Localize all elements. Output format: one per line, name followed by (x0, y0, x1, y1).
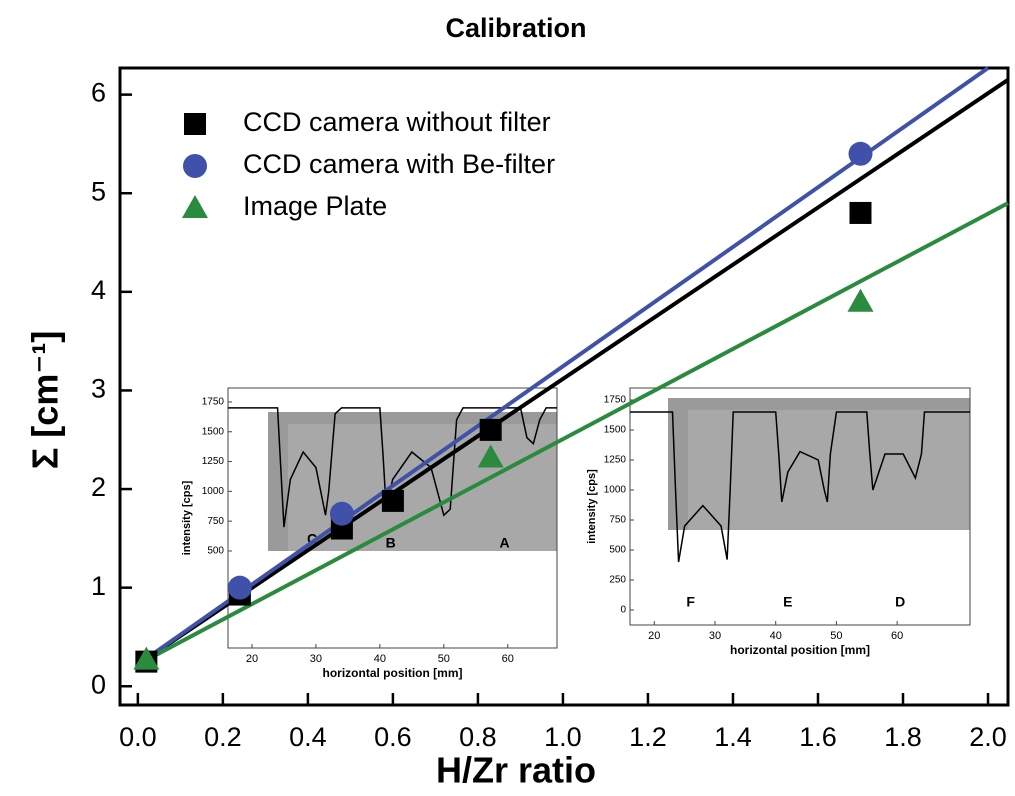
inset-y-tick-label: 1500 (202, 426, 225, 437)
inset-annotation: D (895, 594, 905, 610)
inset-y-tick-label: 1000 (202, 486, 225, 497)
chart-title: Calibration (445, 13, 586, 43)
inset-x-tick-label: 30 (310, 653, 322, 665)
inset-y-tick-label: 1500 (604, 425, 627, 436)
x-axis-label: H/Zr ratio (436, 750, 596, 791)
marker (329, 501, 354, 526)
inset-annotation: F (686, 594, 695, 610)
inset-y-tick-label: 1750 (202, 397, 225, 408)
inset-y-axis-label: intensity [cps] (586, 469, 598, 544)
y-tick-label: 3 (91, 374, 106, 404)
inset-annotation: A (500, 535, 510, 551)
inset-annotation: C (307, 531, 317, 547)
legend-label: CCD camera without filter (243, 107, 551, 137)
inset-x-tick-label: 50 (438, 653, 450, 665)
x-tick-label: 0.4 (289, 722, 327, 752)
inset-y-tick-label: 500 (207, 546, 224, 557)
y-tick-label: 2 (91, 472, 106, 502)
marker (381, 489, 404, 512)
inset-y-tick-label: 1000 (604, 485, 627, 496)
inset-annotation: B (386, 535, 396, 551)
legend-marker (184, 113, 206, 135)
inset-x-axis-label: horizontal position [mm] (730, 643, 870, 657)
x-tick-label: 1.4 (714, 722, 752, 752)
x-tick-label: 0.0 (119, 722, 157, 752)
inset-y-tick-label: 0 (620, 605, 626, 616)
inset-x-tick-label: 60 (891, 630, 903, 642)
y-tick-label: 6 (91, 78, 106, 108)
legend-marker (182, 195, 208, 218)
x-tick-label: 0.2 (204, 722, 242, 752)
x-tick-label: 0.8 (459, 722, 497, 752)
y-tick-label: 0 (91, 669, 106, 699)
x-tick-label: 1.2 (629, 722, 667, 752)
marker (133, 646, 160, 670)
y-tick-label: 5 (91, 176, 106, 206)
legend-marker (183, 154, 207, 178)
inset-y-tick-label: 250 (609, 575, 626, 586)
legend-label: Image Plate (243, 191, 387, 221)
inset-frame (629, 387, 971, 626)
x-tick-label: 2.0 (969, 722, 1007, 752)
inset-y-tick-label: 1250 (202, 456, 225, 467)
fit-line (136, 66, 990, 667)
legend-label: CCD camera with Be-filter (243, 149, 555, 179)
inset-frame (227, 387, 558, 649)
inset-y-tick-label: 1750 (604, 395, 627, 406)
marker (849, 201, 872, 224)
inset-y-tick-label: 750 (609, 515, 626, 526)
marker (479, 418, 502, 441)
x-tick-label: 0.6 (374, 722, 412, 752)
marker (847, 288, 874, 312)
x-tick-label: 1.8 (884, 722, 922, 752)
marker (477, 444, 504, 468)
inset-x-tick-label: 20 (648, 630, 660, 642)
inset-y-tick-label: 500 (609, 545, 626, 556)
marker (227, 575, 252, 600)
inset-x-tick-label: 50 (830, 630, 842, 642)
x-tick-label: 1.6 (799, 722, 837, 752)
inset-x-tick-label: 60 (502, 653, 514, 665)
x-tick-label: 1.0 (544, 722, 582, 752)
inset-y-tick-label: 750 (207, 516, 224, 527)
inset-y-tick-label: 1250 (604, 455, 627, 466)
inset-annotation: E (783, 594, 792, 610)
inset-x-tick-label: 20 (246, 653, 258, 665)
inset-x-axis-label: horizontal position [mm] (323, 666, 463, 680)
inset-x-tick-label: 30 (709, 630, 721, 642)
y-tick-label: 1 (91, 571, 106, 601)
fit-line (136, 201, 1009, 667)
inset-y-axis-label: intensity [cps] (181, 480, 193, 555)
y-tick-label: 4 (91, 275, 106, 305)
y-axis-label: Σ [cm⁻¹] (25, 331, 66, 470)
fit-line (136, 78, 1010, 667)
inset-x-tick-label: 40 (374, 653, 386, 665)
marker (848, 141, 873, 166)
inset-profile (630, 411, 970, 563)
inset-x-tick-label: 40 (770, 630, 782, 642)
